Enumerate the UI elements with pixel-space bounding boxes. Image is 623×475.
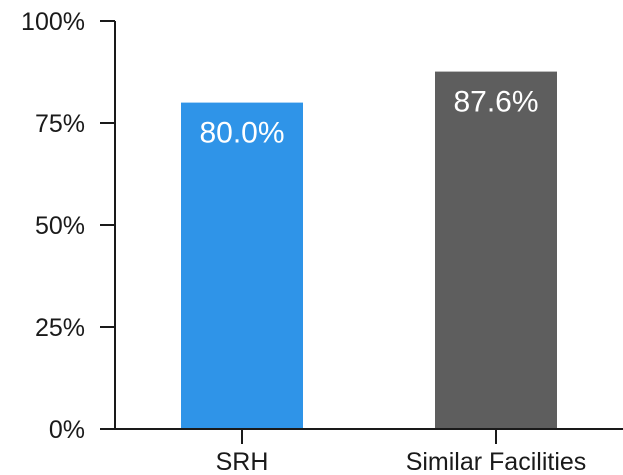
bar xyxy=(435,71,557,429)
y-tick-label: 75% xyxy=(35,110,85,138)
y-tick-label: 25% xyxy=(35,314,85,342)
bar-data-label: 80.0% xyxy=(199,117,284,150)
bars: 80.0% 87.6% xyxy=(181,71,557,429)
y-tick-label: 50% xyxy=(35,212,85,240)
x-category-label: SRH xyxy=(216,448,269,475)
y-axis-ticks: 0% 25% 50% 75% 100% xyxy=(21,8,115,444)
bar-data-label: 87.6% xyxy=(453,86,538,119)
y-tick-label: 0% xyxy=(49,416,85,444)
bar xyxy=(181,102,303,429)
x-axis-ticks: SRH Similar Facilities xyxy=(216,429,587,475)
x-category-label: Similar Facilities xyxy=(406,448,587,475)
y-tick-label: 100% xyxy=(21,8,85,36)
